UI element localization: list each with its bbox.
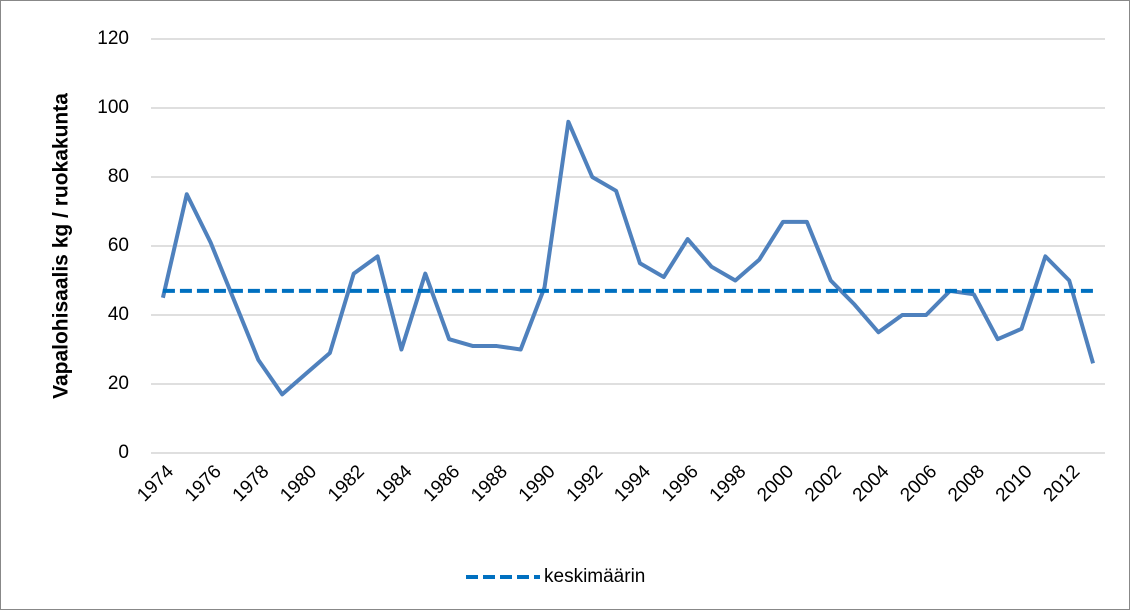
data-line xyxy=(160,119,1095,397)
y-tick-label: 120 xyxy=(97,28,129,49)
y-axis-label: Vapalohisaalis kg / ruokakunta xyxy=(50,93,73,399)
legend-label: keskimäärin xyxy=(544,566,645,587)
y-tick-label: 20 xyxy=(108,373,129,394)
y-tick-label: 80 xyxy=(108,166,129,187)
y-tick-label: 40 xyxy=(108,304,129,325)
y-tick-label: 0 xyxy=(118,442,129,463)
y-tick-label: 100 xyxy=(97,97,129,118)
y-tick-label: 60 xyxy=(108,235,129,256)
